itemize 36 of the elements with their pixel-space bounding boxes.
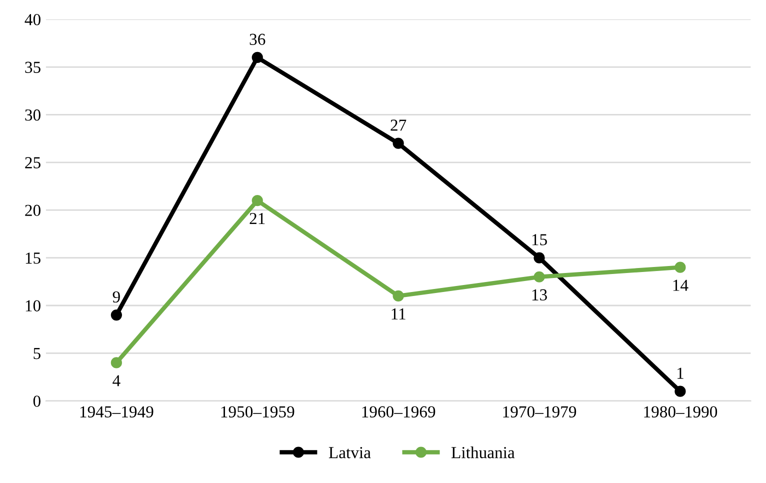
x-tick-label: 1945–1949 [80,406,154,418]
y-tick-label: 15 [26,252,40,264]
x-tick-label: 1950–1959 [221,406,294,418]
data-label: 11 [392,308,406,320]
legend-label: Latvia [328,447,371,458]
point [110,309,122,321]
data-label: 15 [532,234,547,246]
y-tick-label: 40 [24,14,40,26]
y-tick-label: 35 [25,62,40,73]
x-tick-label: 1960–1969 [362,406,436,418]
point [252,195,263,206]
y-tick-label: 5 [34,348,40,360]
point [392,290,404,302]
data-label: 9 [112,291,120,303]
point [674,262,686,273]
data-label: 21 [250,212,265,224]
point [110,357,122,368]
point [534,252,545,264]
data-label: 14 [673,280,688,291]
legend-label: Lithuania [451,446,515,458]
y-tick-label: 10 [26,300,40,312]
data-label: 4 [112,375,120,386]
y-tick-label: 25 [25,157,40,168]
data-label: 36 [250,34,266,45]
point [392,138,404,149]
x-tick-label: 1980–1990 [644,406,718,418]
point [252,52,263,64]
data-label: 27 [390,120,406,131]
point [674,386,686,397]
point [534,271,545,282]
data-label: 13 [532,289,547,300]
data-label: 1 [678,368,684,379]
y-tick-label: 0 [33,396,40,407]
x-tick-label: 1970–1979 [503,406,576,418]
y-tick-label: 30 [25,109,40,121]
y-tick-label: 20 [25,204,40,216]
